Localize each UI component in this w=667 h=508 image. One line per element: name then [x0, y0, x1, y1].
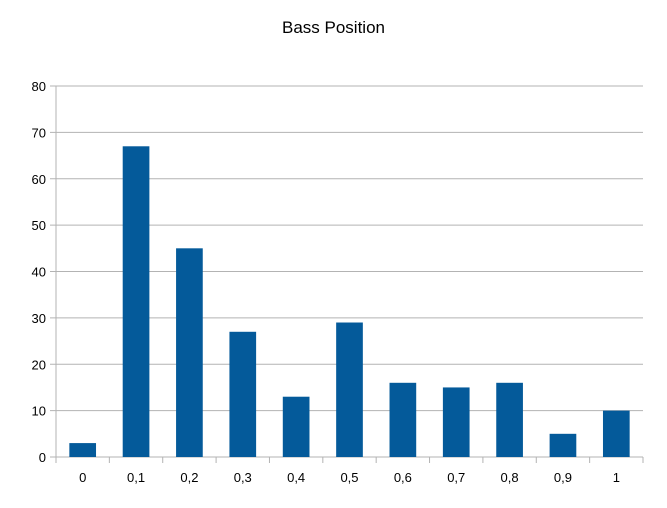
x-tick-label: 0,4 — [287, 470, 305, 485]
chart-title: Bass Position — [282, 18, 385, 37]
bar-0,5 — [336, 322, 363, 457]
y-tick-label: 10 — [32, 404, 46, 419]
bar-0,8 — [496, 382, 523, 457]
x-tick-label: 0,1 — [127, 470, 145, 485]
bar-0,4 — [282, 396, 310, 457]
x-tick-label: 0,7 — [447, 470, 465, 485]
x-tick-label: 0 — [79, 470, 86, 485]
bar-0,1 — [122, 146, 150, 457]
y-tick-label: 50 — [32, 218, 46, 233]
bars — [69, 146, 630, 457]
x-tick-labels: 0 0,1 0,2 0,3 0,4 0,5 0,6 0,7 0,8 0,9 1 — [79, 470, 620, 485]
x-tick-label: 0,9 — [554, 470, 572, 485]
y-tick-label: 0 — [39, 450, 46, 465]
bar-0,3 — [229, 331, 257, 457]
x-tick-label: 0,6 — [394, 470, 412, 485]
x-tick-label: 0,3 — [234, 470, 252, 485]
bar-1 — [602, 410, 630, 457]
x-tick-label: 0,2 — [180, 470, 198, 485]
x-tick-label: 0,8 — [501, 470, 519, 485]
y-tick-label: 70 — [32, 125, 46, 140]
x-tick-label: 0,5 — [340, 470, 358, 485]
y-tick-label: 60 — [32, 172, 46, 187]
y-tick-label: 80 — [32, 79, 46, 94]
y-tick-label: 20 — [32, 357, 46, 372]
bar-0 — [69, 443, 97, 457]
bar-0,7 — [442, 387, 470, 457]
bar-0,9 — [549, 433, 577, 457]
x-tick-label: 1 — [613, 470, 620, 485]
bar-0,6 — [389, 382, 417, 457]
y-tick-labels: 0 10 20 30 40 50 60 70 80 — [32, 79, 46, 465]
bar-0,2 — [176, 248, 203, 457]
y-tick-label: 40 — [32, 265, 46, 280]
y-tick-label: 30 — [32, 311, 46, 326]
